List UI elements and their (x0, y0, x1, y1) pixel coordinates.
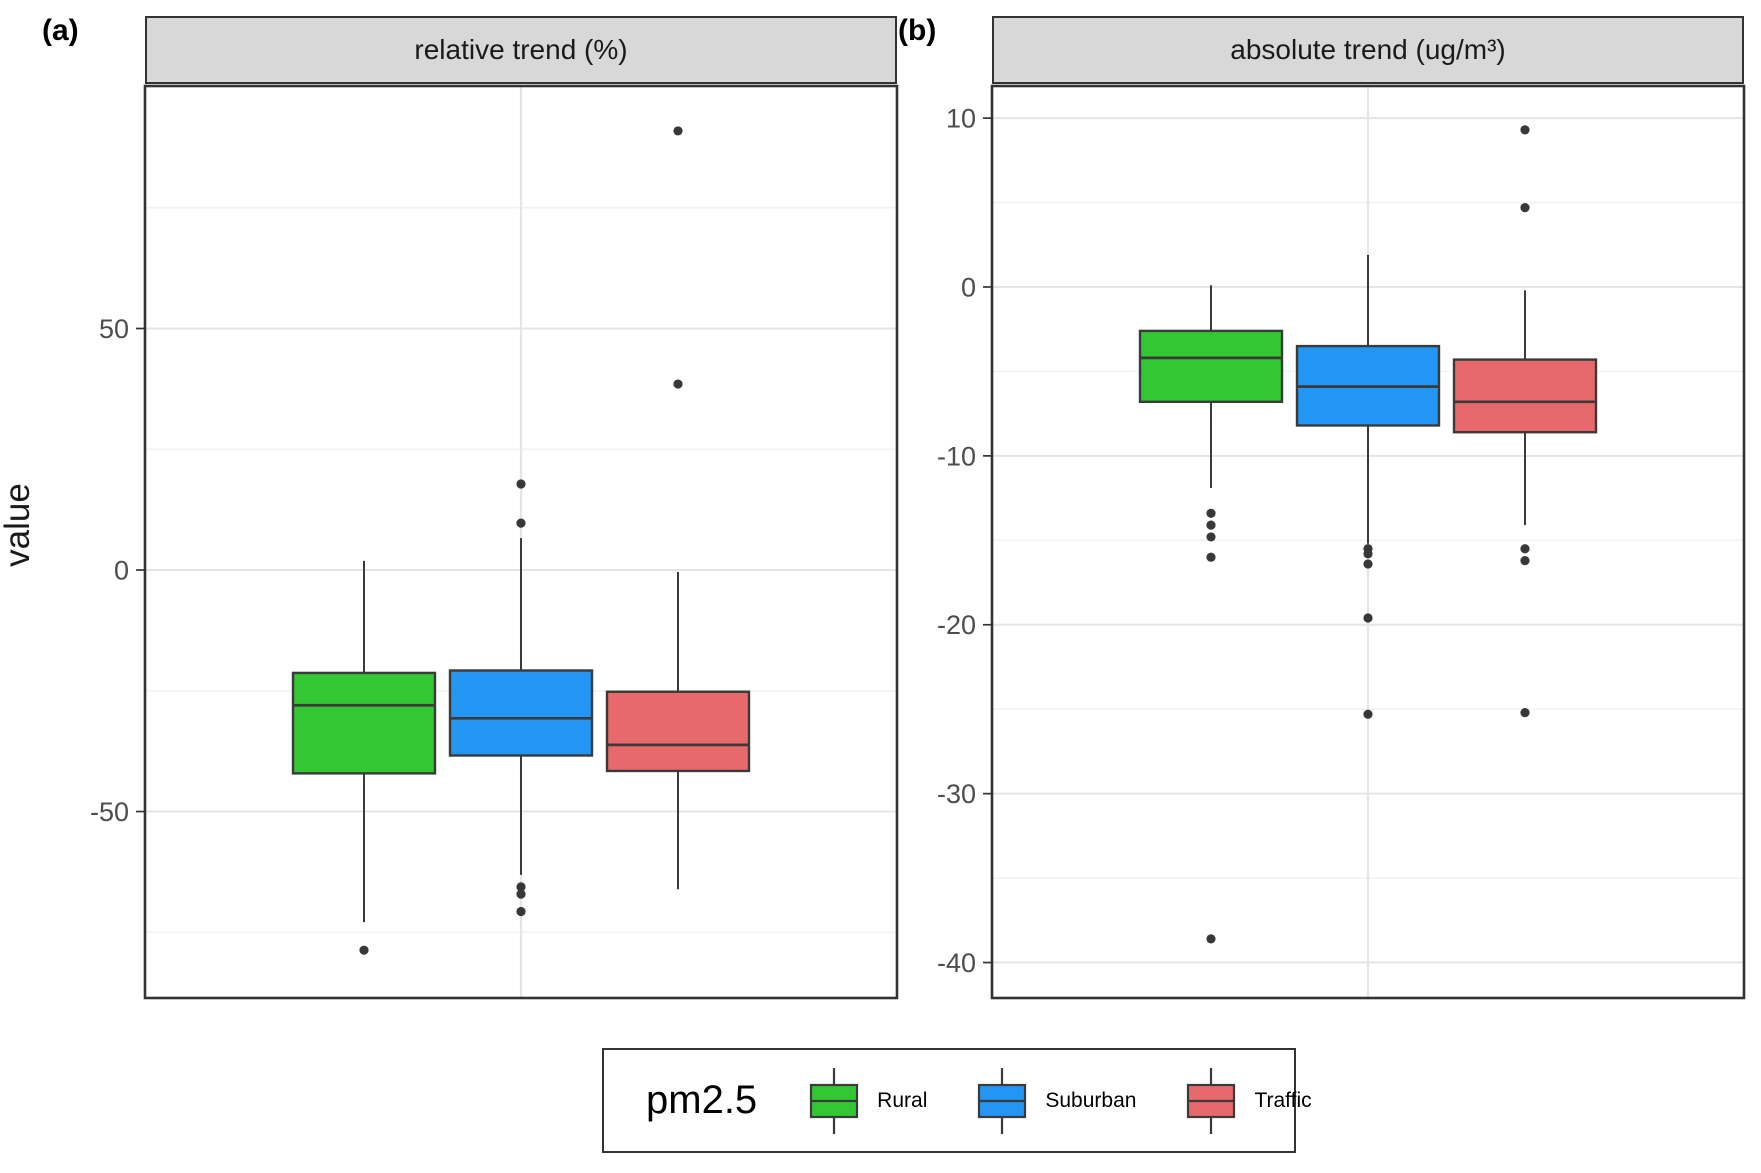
legend-entry-label: Suburban (1045, 1088, 1137, 1112)
outlier-dot-suburban (516, 906, 526, 917)
y-tick-label: 10 (946, 104, 976, 134)
y-tick-label: 0 (961, 272, 976, 302)
facet-a-strip-title: relative trend (%) (414, 34, 628, 65)
facet-b-strip: absolute trend (ug/m³) (992, 16, 1744, 84)
legend-title: pm2.5 (646, 1078, 758, 1122)
box-rural (1138, 329, 1284, 404)
outlier-dot-suburban (1363, 549, 1373, 559)
outlier-dot-suburban (516, 882, 526, 892)
panel-border (143, 84, 899, 1000)
outlier-dot-rural (1206, 532, 1216, 542)
legend-entry-label: Rural (877, 1088, 928, 1112)
y-tick-label: -30 (937, 779, 976, 809)
legend-entries: Rural Suburban Traffic (807, 1063, 1359, 1139)
panel-border (990, 84, 1746, 1000)
outlier-dot-rural (1206, 552, 1216, 562)
box-rural (291, 671, 437, 775)
outlier-dot-suburban (516, 518, 526, 528)
legend-entry-label: Traffic (1254, 1088, 1312, 1112)
y-tick-label: -20 (937, 610, 976, 640)
outlier-dot-suburban (1363, 709, 1373, 719)
y-tick-label: -50 (90, 797, 129, 827)
outlier-dot-rural (1206, 520, 1216, 530)
box-traffic (1452, 358, 1598, 434)
outlier-dot-traffic (1520, 707, 1530, 718)
outlier-dot-traffic (1520, 203, 1530, 213)
legend: pm2.5 Rural Suburban Traffic (602, 1048, 1312, 1153)
facet-a-strip: relative trend (%) (145, 16, 897, 84)
legend-key-suburban-boxplot-icon (978, 1067, 1027, 1134)
outlier-dot-traffic (673, 126, 683, 136)
facet-a-label: (a) (42, 14, 79, 47)
legend-entry-suburban: Suburban (975, 1063, 1136, 1139)
legend-key-traffic-boxplot-icon (1187, 1067, 1236, 1134)
outlier-dot-rural (1206, 508, 1216, 518)
box-suburban (448, 669, 594, 757)
legend-entry-rural: Rural (807, 1063, 927, 1139)
facet-b-label: (b) (898, 14, 937, 47)
outlier-dot-traffic (673, 379, 683, 389)
outlier-dot-suburban (516, 479, 526, 489)
outlier-dot-rural (359, 945, 369, 955)
outlier-dot-suburban (1363, 613, 1373, 623)
legend-key-rural-boxplot-icon (810, 1067, 859, 1134)
legend-entry-traffic: Traffic (1184, 1063, 1312, 1139)
outlier-dot-suburban (516, 889, 526, 899)
box-traffic (605, 690, 751, 773)
y-tick-label: 50 (99, 314, 129, 344)
outlier-dot-suburban (1363, 559, 1373, 569)
y-tick-label: 0 (114, 555, 129, 585)
outlier-dot-traffic (1520, 555, 1530, 566)
y-tick-label: -10 (937, 441, 976, 471)
y-tick-label: -40 (937, 948, 976, 978)
outlier-dot-rural (1206, 934, 1216, 944)
outlier-dot-traffic (1520, 544, 1530, 554)
outlier-dot-traffic (1520, 125, 1530, 135)
facet-b-strip-title: absolute trend (ug/m³) (1230, 34, 1506, 65)
